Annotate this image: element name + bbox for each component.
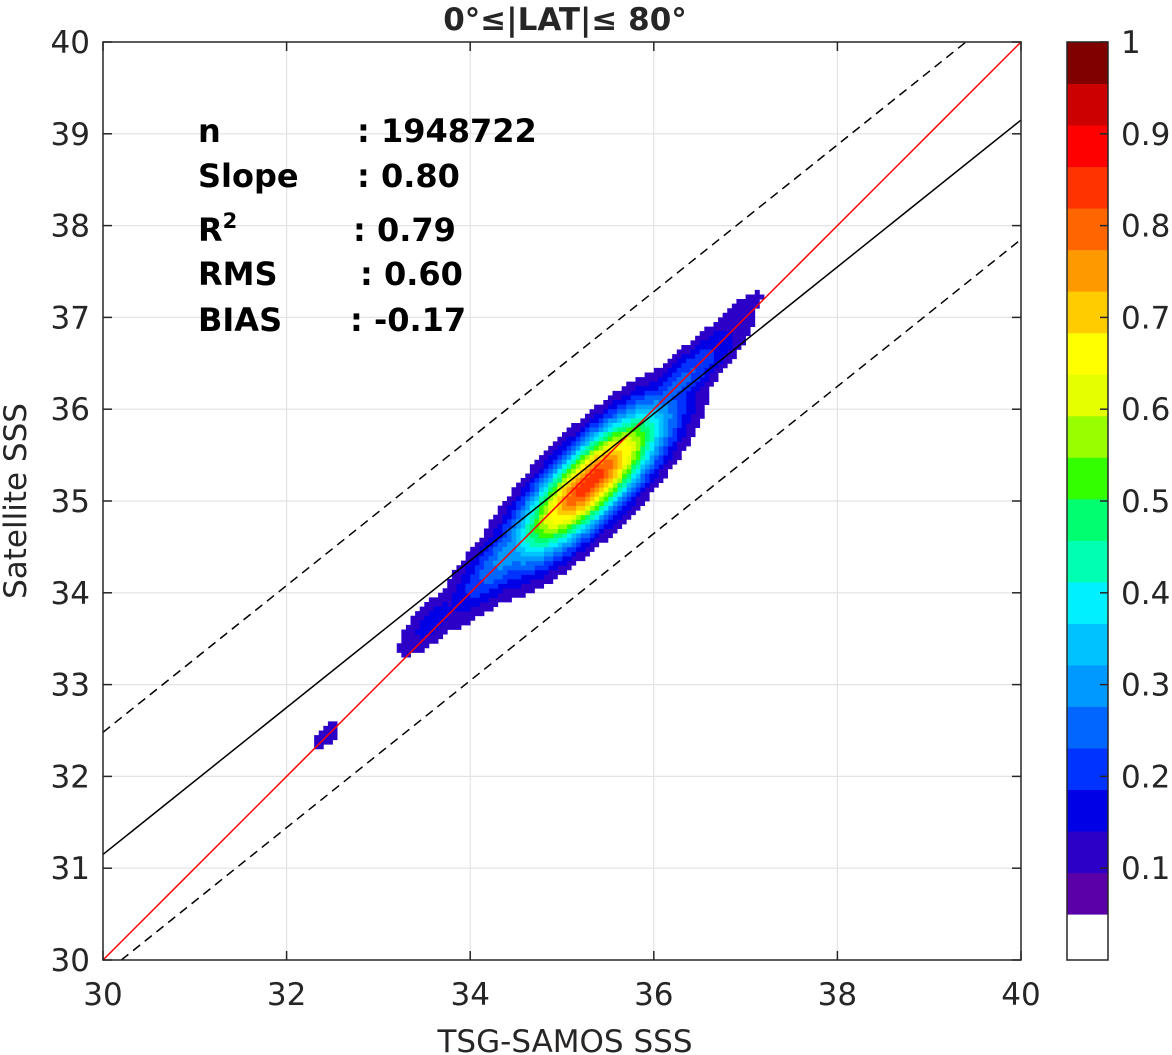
x-tick-label: 34	[450, 977, 489, 1013]
colorbar-segment	[1067, 623, 1108, 666]
colorbar-tick-label: 0.7	[1121, 300, 1170, 336]
y-tick-label: 37	[51, 300, 90, 336]
chart-title: 0°≤|LAT|≤ 80°	[443, 2, 687, 38]
colorbar-tick-label: 0.8	[1121, 209, 1170, 245]
colorbar-segment	[1067, 664, 1108, 707]
colorbar-segment	[1067, 747, 1108, 791]
density-level	[575, 468, 604, 497]
density-level	[539, 432, 641, 534]
lower-bound-line	[120, 238, 1021, 960]
colorbar-tick-label: 1	[1121, 25, 1141, 61]
y-tick-label: 32	[51, 759, 90, 795]
stat-value: : 0.60	[360, 255, 463, 293]
colorbar-segment	[1067, 291, 1108, 334]
colorbar-segment	[1067, 457, 1108, 500]
y-tick-label: 30	[51, 943, 90, 979]
colorbar: 0.1 0.2 0.3 0.4 0.5 0.6 0.7 0.8 0.9 1	[1066, 25, 1170, 961]
density-level	[516, 409, 664, 557]
density-level	[415, 331, 733, 640]
colorbar-segment	[1067, 706, 1108, 749]
colorbar-segment	[1067, 789, 1108, 832]
x-tick-label: 40	[1001, 977, 1040, 1013]
y-axis-label: Satellite SSS	[0, 403, 34, 599]
stat-value: : 0.79	[353, 211, 456, 249]
colorbar-segment	[1067, 415, 1108, 458]
colorbar-segment	[1067, 540, 1108, 583]
y-tick-label: 34	[51, 576, 90, 612]
colorbar-segment	[1067, 125, 1108, 168]
grid-lines	[103, 42, 1021, 960]
stat-superscript: 2	[223, 209, 238, 233]
colorbar-segment	[1067, 581, 1108, 624]
colorbar-tick-label: 0.9	[1121, 117, 1170, 153]
stat-label: BIAS	[198, 301, 282, 339]
stat-label: Slope	[198, 157, 299, 195]
colorbar-segment	[1067, 498, 1108, 541]
colorbar-segment	[1067, 831, 1108, 874]
x-tick-label: 38	[818, 977, 857, 1013]
x-tick-label: 32	[267, 977, 306, 1013]
colorbar-tick-label: 0.2	[1121, 759, 1170, 795]
colorbar-segment	[1067, 166, 1108, 209]
regression-line	[103, 119, 1021, 856]
y-tick-label: 35	[51, 484, 90, 520]
upper-bound-line	[103, 42, 967, 733]
density-level	[562, 455, 618, 511]
y-tick-label: 31	[51, 851, 90, 887]
stat-label: R2	[198, 209, 237, 249]
one-to-one-line	[103, 42, 1021, 960]
statistics-box: n : 1948722 Slope : 0.80 R2 : 0.79 RMS : 0.60 BI…	[198, 112, 537, 339]
colorbar-segment	[1067, 332, 1108, 375]
axis-ticks: 30 32 34 36 38 40 30 31 32 33 34 35 36 37 38 39 40	[51, 25, 1041, 1013]
density-level	[525, 418, 655, 548]
reference-lines	[103, 42, 1021, 960]
density-level	[529, 422, 650, 543]
density-level	[557, 450, 623, 516]
colorbar-segment	[1067, 83, 1108, 126]
y-tick-label: 40	[51, 25, 90, 61]
density-level	[566, 459, 613, 506]
colorbar-tick-label: 0.3	[1121, 668, 1170, 704]
stat-label: RMS	[198, 255, 278, 293]
colorbar-segment	[1067, 42, 1108, 85]
y-tick-label: 33	[51, 668, 90, 704]
density-level	[548, 441, 632, 525]
stat-value: : -0.17	[350, 301, 466, 339]
density-level	[493, 400, 673, 571]
x-tick-label: 36	[634, 977, 673, 1013]
y-tick-label: 38	[51, 209, 90, 245]
colorbar-tick-label: 0.6	[1121, 392, 1170, 428]
colorbar-tick-label: 0.4	[1121, 576, 1170, 612]
y-tick-label: 39	[51, 117, 90, 153]
x-axis-label: TSG-SAMOS SSS	[437, 1024, 693, 1055]
stat-value: : 0.80	[357, 157, 460, 195]
stat-value: : 1948722	[357, 112, 537, 150]
colorbar-segment	[1067, 872, 1108, 915]
colorbar-tick-label: 0.5	[1121, 484, 1170, 520]
colorbar-tick-label: 0.1	[1121, 851, 1170, 887]
y-tick-label: 36	[51, 392, 90, 428]
colorbar-segment	[1067, 249, 1108, 292]
colorbar-segment	[1067, 208, 1108, 251]
x-tick-label: 30	[83, 977, 122, 1013]
colorbar-segment	[1067, 914, 1108, 960]
stat-label: n	[198, 112, 221, 150]
colorbar-segment	[1067, 374, 1108, 417]
